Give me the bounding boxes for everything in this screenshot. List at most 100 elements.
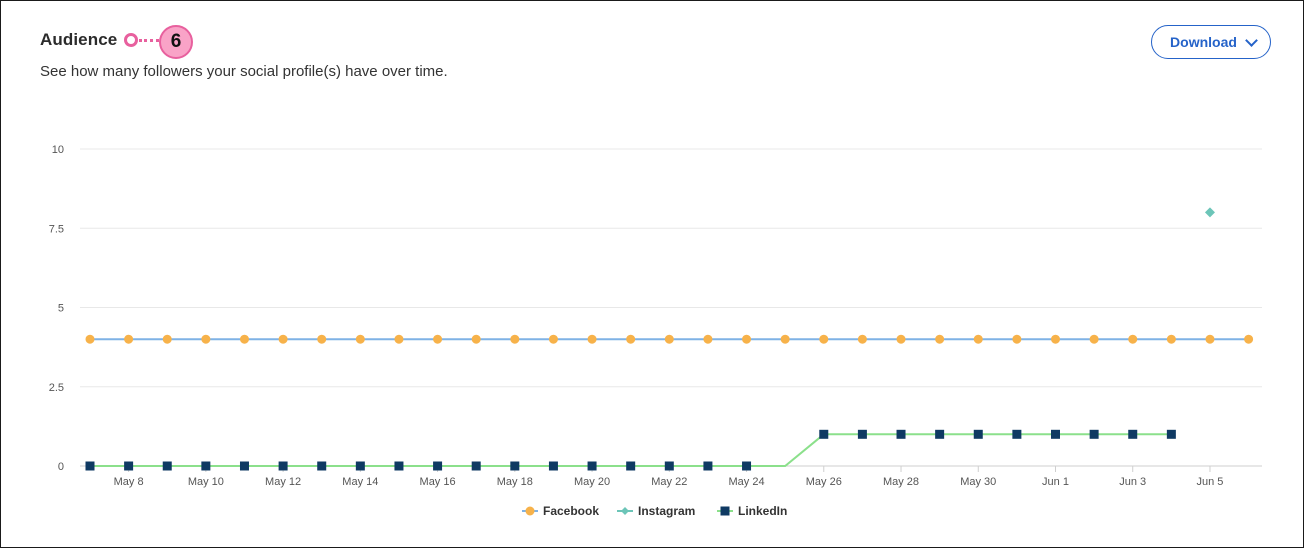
data-point-linkedin [201, 461, 211, 471]
x-tick-label: May 28 [883, 476, 919, 488]
data-point-facebook [548, 334, 558, 344]
data-point-linkedin [317, 461, 327, 471]
data-point-linkedin [548, 461, 558, 471]
data-point-linkedin [973, 429, 983, 439]
legend-label: Instagram [638, 504, 695, 518]
legend-item-facebook[interactable]: Facebook [522, 504, 599, 518]
data-point-facebook [433, 334, 443, 344]
chart-legend[interactable]: Facebook Instagram LinkedIn [522, 504, 787, 518]
x-tick-label: May 20 [574, 476, 610, 488]
data-point-facebook [1244, 334, 1254, 344]
data-point-linkedin [1012, 429, 1022, 439]
data-point-linkedin [819, 429, 829, 439]
data-point-facebook [201, 334, 211, 344]
legend-label: Facebook [543, 504, 599, 518]
data-point-facebook [1166, 334, 1176, 344]
legend-marker [525, 506, 535, 516]
data-point-facebook [471, 334, 481, 344]
x-tick-label: May 24 [729, 476, 765, 488]
data-point-linkedin [162, 461, 172, 471]
x-tick-label: Jun 5 [1197, 476, 1224, 488]
x-tick-label: May 12 [265, 476, 301, 488]
y-axis: 0 2.5 5 7.5 10 [49, 144, 64, 473]
callout-connector [139, 39, 159, 42]
data-point-linkedin [433, 461, 443, 471]
data-point-facebook [1205, 334, 1215, 344]
x-tick-label: May 10 [188, 476, 224, 488]
data-point-linkedin [124, 461, 134, 471]
legend-marker [720, 506, 730, 516]
y-tick-label: 2.5 [49, 382, 64, 394]
data-point-linkedin [703, 461, 713, 471]
legend-label: LinkedIn [738, 504, 787, 518]
legend-marker [621, 507, 629, 515]
data-point-facebook [239, 334, 249, 344]
x-tick-label: Jun 1 [1042, 476, 1069, 488]
data-point-facebook [896, 334, 906, 344]
data-point-facebook [278, 334, 288, 344]
y-tick-label: 7.5 [49, 223, 64, 235]
y-tick-label: 0 [58, 461, 64, 473]
data-point-facebook [626, 334, 636, 344]
data-point-facebook [587, 334, 597, 344]
data-point-facebook [1051, 334, 1060, 344]
x-tick-label: Jun 3 [1119, 476, 1146, 488]
data-point-facebook [510, 334, 520, 344]
data-point-linkedin [664, 461, 674, 471]
data-point-linkedin [1051, 429, 1060, 439]
data-point-facebook [857, 334, 867, 344]
x-tick-label: May 18 [497, 476, 533, 488]
y-tick-label: 5 [58, 303, 64, 315]
data-point-linkedin [1128, 429, 1138, 439]
data-point-facebook [394, 334, 404, 344]
data-point-linkedin [587, 461, 597, 471]
legend-item-instagram[interactable]: Instagram [617, 504, 695, 518]
data-point-linkedin [935, 429, 945, 439]
data-point-instagram [1204, 207, 1215, 218]
data-point-linkedin [1089, 429, 1099, 439]
data-point-facebook [973, 334, 983, 344]
y-tick-label: 10 [52, 144, 64, 156]
data-point-linkedin [896, 429, 906, 439]
data-point-facebook [819, 334, 829, 344]
x-tick-label: May 8 [114, 476, 144, 488]
data-point-facebook [85, 334, 95, 344]
data-point-facebook [780, 334, 790, 344]
annotation-callout: 6 [123, 25, 203, 61]
data-point-facebook [935, 334, 945, 344]
data-point-facebook [355, 334, 365, 344]
data-point-facebook [742, 334, 752, 344]
x-tick-label: May 14 [342, 476, 378, 488]
data-point-facebook [703, 334, 713, 344]
data-point-linkedin [742, 461, 752, 471]
callout-badge: 6 [159, 25, 193, 59]
x-tick-label: May 16 [420, 476, 456, 488]
data-point-facebook [124, 334, 134, 344]
x-tick-label: May 22 [651, 476, 687, 488]
data-point-linkedin [626, 461, 636, 471]
card-title: Audience [40, 30, 118, 49]
download-button[interactable]: Download [1151, 25, 1271, 59]
data-point-linkedin [239, 461, 249, 471]
series-line-linkedin [90, 433, 1172, 467]
data-point-linkedin [471, 461, 481, 471]
card-subtitle: See how many followers your social profi… [40, 63, 448, 80]
x-axis: May 8 May 10 May 12 May 14 May 16 May 18 May 2… [114, 466, 1224, 488]
data-point-linkedin [857, 429, 867, 439]
data-point-facebook [1128, 334, 1138, 344]
data-point-linkedin [510, 461, 520, 471]
x-tick-label: May 26 [806, 476, 842, 488]
chart-series [85, 207, 1254, 471]
chart-grid [80, 148, 1262, 467]
callout-ring-icon [124, 33, 138, 47]
legend-item-linkedin[interactable]: LinkedIn [717, 504, 787, 518]
data-point-facebook [317, 334, 327, 344]
data-point-linkedin [278, 461, 288, 471]
data-point-facebook [162, 334, 172, 344]
data-point-linkedin [85, 461, 95, 471]
download-button-label: Download [1170, 34, 1237, 50]
data-point-linkedin [355, 461, 365, 471]
data-point-facebook [664, 334, 674, 344]
